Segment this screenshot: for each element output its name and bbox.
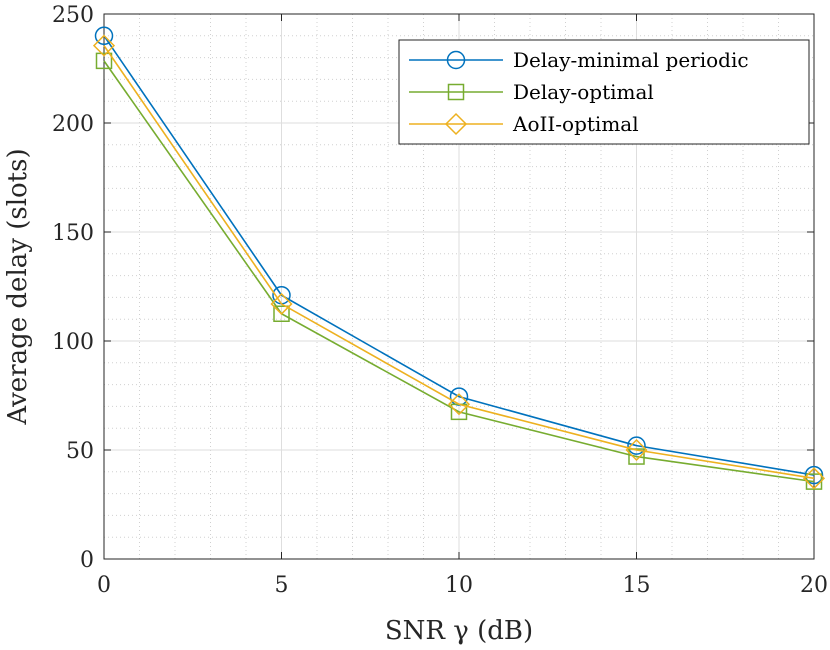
legend: Delay-minimal periodic Delay-optimal AoII-…	[398, 39, 810, 145]
series-line-circle	[103, 35, 815, 476]
y-tick-label: 150	[52, 221, 94, 246]
x-axis-label: SNR γ (dB)	[385, 616, 533, 646]
legend-label: AoII-optimal	[512, 112, 639, 136]
legend-label: Delay-optimal	[513, 80, 654, 104]
minor-grid	[104, 14, 814, 559]
y-tick-label: 0	[80, 548, 94, 573]
x-tick-label: 15	[623, 573, 651, 598]
data-point-diamond	[447, 393, 471, 416]
x-tick-label: 0	[97, 573, 111, 598]
x-tick-label: 20	[800, 573, 828, 598]
data-point-diamond	[270, 292, 293, 316]
data-point-circle	[627, 436, 646, 455]
series-group	[92, 26, 826, 490]
series-line-square	[103, 60, 815, 483]
x-tick-label: 5	[275, 573, 289, 598]
y-tick-label: 200	[52, 112, 94, 137]
legend-marker-square	[447, 83, 465, 101]
y-axis-label: Average delay (slots)	[3, 148, 33, 425]
legend-marker-diamond	[444, 112, 468, 136]
legend-marker-circle	[446, 50, 466, 70]
data-point-circle	[94, 26, 114, 46]
data-point-square	[273, 305, 290, 322]
data-point-diamond	[802, 467, 826, 490]
y-tick-label: 250	[52, 3, 94, 28]
y-tick-label: 50	[66, 439, 94, 464]
data-point-diamond	[625, 438, 648, 462]
data-point-square	[628, 448, 645, 465]
data-point-diamond	[92, 34, 116, 57]
data-point-square	[95, 52, 113, 70]
series-line-diamond	[103, 45, 815, 480]
y-tick-label: 100	[52, 330, 94, 355]
x-tick-label: 10	[445, 573, 473, 598]
data-point-circle	[804, 465, 824, 485]
legend-label: Delay-minimal periodic	[513, 48, 749, 72]
